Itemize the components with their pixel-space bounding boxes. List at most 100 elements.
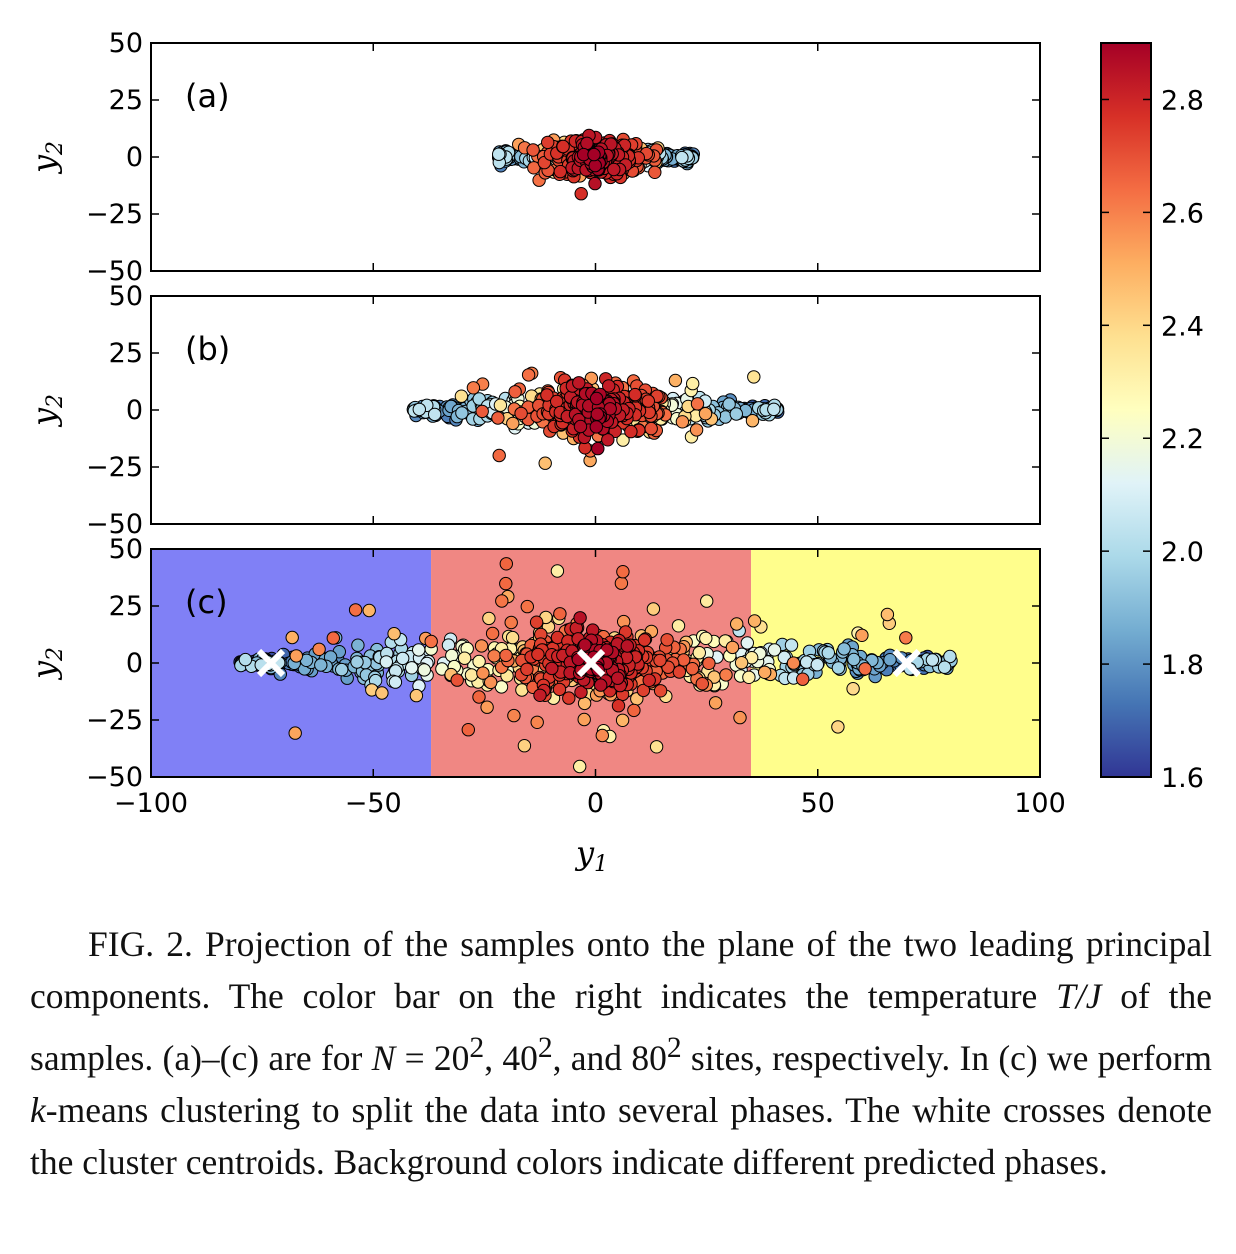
- scatter-point: [831, 720, 845, 734]
- scatter-point: [508, 385, 522, 399]
- scatter-point: [767, 643, 782, 657]
- scatter-point: [520, 662, 534, 676]
- scatter-point: [552, 682, 567, 697]
- scatter-point: [628, 387, 642, 402]
- scatter-point: [540, 388, 554, 402]
- colorbar-tick-label: 2.0: [1161, 537, 1204, 568]
- scatter-point: [545, 661, 559, 676]
- scatter-point: [484, 675, 498, 690]
- scatter-point: [636, 683, 651, 698]
- scatter-point: [466, 381, 481, 395]
- scatter-point: [574, 685, 588, 699]
- scatter-point: [796, 672, 810, 686]
- scatter-point: [653, 653, 667, 668]
- scatter-point: [379, 655, 393, 669]
- figure-caption: FIG. 2. Projection of the samples onto t…: [30, 918, 1212, 1188]
- y-tick-label: 25: [109, 338, 143, 369]
- y-tick-label: 50: [109, 534, 143, 565]
- scatter-point: [719, 668, 733, 682]
- panel-c: 50 25 0 −25 −50 (c) y2: [25, 534, 1041, 793]
- scatter-point: [742, 670, 756, 684]
- caption-fig-label: FIG. 2.: [88, 924, 193, 964]
- scatter-point: [491, 411, 505, 425]
- y-tick-label: −50: [86, 509, 143, 540]
- scatter-point: [454, 389, 469, 403]
- scatter-point: [675, 415, 690, 429]
- scatter-point: [821, 646, 835, 660]
- scatter-point: [722, 397, 736, 411]
- y-axis-label: y2: [25, 141, 68, 175]
- scatter-point: [880, 607, 895, 622]
- scatter-point: [899, 631, 913, 645]
- scatter-point: [668, 373, 683, 388]
- scatter-point: [526, 143, 540, 157]
- scatter-point: [409, 688, 424, 703]
- scatter-point: [412, 643, 426, 657]
- scatter-point: [475, 404, 489, 419]
- scatter-point: [531, 647, 545, 662]
- scatter-point: [238, 652, 253, 667]
- scatter-point: [858, 662, 872, 676]
- scatter-point: [482, 611, 496, 626]
- scatter-point: [412, 402, 426, 417]
- scatter-point: [573, 759, 587, 774]
- scatter-point: [520, 599, 534, 614]
- colorbar: 2.8 2.6 2.4 2.2 2.0 1.8 1.6: [1100, 42, 1204, 794]
- scatter-point: [620, 639, 634, 653]
- scatter-point: [627, 703, 641, 718]
- scatter-point: [507, 708, 521, 723]
- panel-label: (a): [185, 77, 230, 115]
- y-tick-label: 0: [126, 648, 143, 679]
- scatter-point: [589, 420, 603, 434]
- scatter-point: [588, 176, 602, 191]
- scatter-point: [786, 656, 801, 670]
- x-tick-label: 50: [801, 788, 835, 819]
- scatter-point: [288, 726, 302, 740]
- scatter-point: [455, 406, 469, 420]
- caption-text-1: Projection of the samples onto the plane…: [30, 924, 1213, 1016]
- scatter-point: [700, 594, 714, 608]
- scatter-point: [672, 665, 687, 679]
- x-tick-label: −100: [114, 788, 188, 819]
- y-axis-label: y2: [25, 394, 68, 428]
- scatter-point: [388, 675, 403, 689]
- scatter-point: [590, 407, 604, 421]
- scatter-point: [642, 673, 656, 687]
- scatter-point: [937, 660, 952, 674]
- scatter-point: [692, 646, 706, 660]
- y-tick-label: 0: [126, 142, 143, 173]
- scatter-point: [348, 603, 363, 617]
- y-tick-label: −25: [86, 199, 143, 230]
- scatter-point: [573, 419, 588, 434]
- scatter-point: [572, 376, 586, 390]
- scatter-point: [476, 666, 490, 680]
- scatter-point: [637, 633, 652, 647]
- y-tick-label: 25: [109, 85, 143, 116]
- scatter-point: [602, 379, 616, 393]
- scatter-point: [289, 649, 303, 663]
- scatter-point: [767, 402, 781, 416]
- scatter-point: [550, 564, 565, 578]
- y-tick-label: −50: [86, 762, 143, 793]
- scatter-point: [499, 576, 513, 591]
- scatter-point: [649, 740, 664, 754]
- scatter-point: [734, 656, 749, 670]
- scatter-point: [846, 682, 860, 696]
- scatter-point: [485, 626, 500, 641]
- scatter-point: [578, 638, 592, 652]
- caption-text-2: of the samples. (a)–(c) are for: [30, 976, 1212, 1078]
- scatter-point: [285, 630, 299, 645]
- scatter-point: [351, 638, 365, 652]
- scatter-point: [530, 715, 544, 729]
- scatter-point: [504, 615, 518, 630]
- scatter-point: [671, 619, 686, 633]
- scatter-point: [616, 433, 630, 447]
- colorbar-tick-label: 1.8: [1161, 650, 1204, 681]
- scatter-point: [499, 648, 513, 663]
- scatter-point: [591, 441, 605, 456]
- scatter-point: [689, 423, 704, 437]
- scatter-point: [326, 631, 340, 645]
- scatter-point: [589, 391, 604, 406]
- colorbar-tick-label: 2.4: [1161, 311, 1204, 342]
- scatter-point: [810, 658, 824, 672]
